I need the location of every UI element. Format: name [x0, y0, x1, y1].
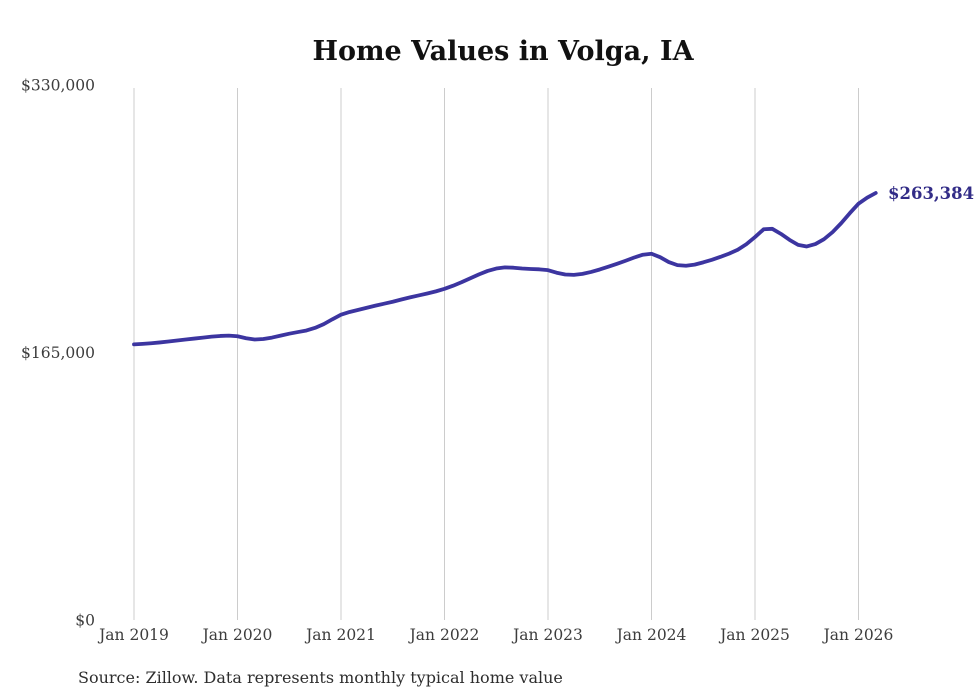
chart-title: Home Values in Volga, IA: [312, 36, 694, 67]
x-tick-jan-2023: Jan 2023: [511, 626, 583, 644]
x-tick-jan-2024: Jan 2024: [615, 626, 687, 644]
y-axis-tick-labels: $0 $165,000 $330,000: [21, 77, 95, 630]
x-axis-tick-labels: Jan 2019 Jan 2020 Jan 2021 Jan 2022 Jan 2023…: [97, 626, 893, 644]
x-tick-jan-2021: Jan 2021: [304, 626, 376, 644]
y-tick-330000: $330,000: [21, 77, 95, 95]
x-tick-jan-2022: Jan 2022: [408, 626, 480, 644]
x-tick-jan-2019: Jan 2019: [97, 626, 169, 644]
source-note: Source: Zillow. Data represents monthly …: [78, 668, 563, 687]
x-tick-jan-2026: Jan 2026: [822, 626, 894, 644]
vertical-gridlines: [133, 88, 859, 620]
x-tick-jan-2025: Jan 2025: [718, 626, 790, 644]
x-tick-jan-2020: Jan 2020: [201, 626, 273, 644]
latest-value-label: $263,384: [888, 184, 974, 203]
y-tick-165000: $165,000: [21, 344, 95, 362]
home-value-line: [132, 191, 878, 347]
y-tick-0: $0: [75, 612, 95, 630]
